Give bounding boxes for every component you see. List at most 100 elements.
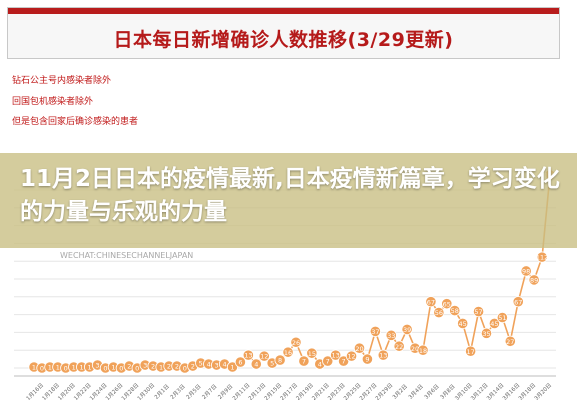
watermark: WECHAT:CHINESECHANNELJAPAN — [60, 251, 194, 260]
data-label: 1 — [87, 364, 91, 372]
data-label: 65 — [443, 300, 451, 308]
data-point-marker — [290, 336, 302, 348]
data-point: 65 — [441, 298, 453, 310]
data-point: 13 — [242, 349, 254, 361]
data-label: 33 — [387, 332, 395, 340]
data-point: 9 — [361, 353, 374, 365]
data-label: 6 — [238, 359, 242, 367]
data-label: 4 — [222, 361, 226, 369]
data-point-marker — [369, 325, 381, 337]
data-label: 0 — [64, 365, 68, 373]
x-tick-label: 1月30日 — [136, 382, 156, 400]
data-label: 5 — [199, 360, 203, 368]
data-label: 13 — [332, 352, 340, 360]
data-point: 17 — [465, 345, 477, 357]
data-point-marker — [417, 344, 429, 356]
data-point: 20 — [353, 342, 366, 354]
data-label: 0 — [119, 365, 123, 373]
data-label: 112 — [536, 254, 548, 262]
data-label: 1 — [72, 364, 76, 372]
data-point-marker — [322, 355, 334, 367]
data-point: 1 — [68, 361, 80, 373]
data-point: 27 — [504, 335, 516, 347]
data-label: 1 — [159, 364, 163, 372]
data-point-marker — [258, 350, 270, 362]
data-point-marker — [433, 306, 445, 319]
data-label: 12 — [260, 353, 268, 361]
data-point-marker — [226, 361, 239, 373]
data-label: 58 — [451, 307, 459, 315]
data-label: 0 — [103, 365, 107, 373]
data-label: 45 — [490, 320, 498, 328]
data-label: 1 — [56, 364, 60, 372]
data-label: 27 — [506, 338, 514, 346]
data-point: 13 — [377, 349, 389, 361]
data-label: 2 — [167, 363, 171, 371]
data-point-marker — [361, 353, 374, 365]
x-tick-labels: 1月16日1月18日1月20日1月22日1月24日1月26日1月28日1月30日… — [25, 382, 553, 400]
chart-title-box: 日本每日新增确诊人数推移(3/29更新) — [7, 7, 560, 59]
data-label: 39 — [403, 326, 411, 334]
data-point: 15 — [306, 347, 318, 359]
data-label: 20 — [411, 345, 419, 353]
x-tick-label: 2月29日 — [374, 382, 394, 400]
data-label: 12 — [347, 353, 355, 361]
data-point-marker — [282, 346, 294, 358]
data-point-marker — [401, 323, 413, 335]
data-point: 6 — [234, 356, 246, 368]
chart-title: 日本每日新增确诊人数推移(3/29更新) — [113, 29, 454, 51]
data-point: 56 — [433, 306, 445, 319]
data-point: 7 — [337, 355, 350, 367]
x-tick-label: 2月3日 — [169, 383, 187, 400]
data-label: 5 — [270, 360, 274, 368]
data-label: 0 — [40, 365, 44, 373]
data-point: 39 — [401, 323, 413, 335]
data-label: 67 — [427, 298, 435, 306]
data-label: 13 — [379, 352, 387, 360]
data-point: 18 — [417, 344, 429, 356]
data-point-marker — [504, 335, 516, 347]
data-label: 18 — [419, 347, 427, 355]
data-point-marker — [425, 296, 437, 308]
data-point: 33 — [385, 329, 397, 341]
data-point: 1 — [76, 361, 88, 373]
data-point: 12 — [258, 350, 270, 362]
data-point: 2 — [163, 360, 175, 372]
data-label: 2 — [175, 363, 179, 371]
data-point: 51 — [496, 311, 508, 324]
data-label: 15 — [308, 350, 316, 358]
data-label: 67 — [514, 298, 522, 306]
data-label: 26 — [292, 339, 300, 347]
data-point-marker — [496, 311, 508, 324]
data-point: 4 — [250, 358, 262, 370]
data-label: 89 — [530, 276, 538, 284]
data-label: 1 — [111, 364, 115, 372]
data-label: 57 — [474, 308, 482, 316]
x-tick-label: 3月4日 — [407, 383, 425, 400]
data-label: 4 — [318, 361, 322, 369]
data-label: 7 — [342, 358, 346, 366]
data-point-marker — [330, 349, 342, 361]
data-label: 2 — [151, 363, 155, 371]
data-point-marker — [457, 317, 469, 330]
data-point-marker — [449, 304, 461, 317]
footnote-3: 但是包含回家后确诊感染的患者 — [12, 117, 139, 127]
data-point: 7 — [298, 355, 310, 367]
data-point: 58 — [449, 304, 461, 317]
data-label: 3 — [95, 362, 99, 370]
data-label: 1 — [48, 364, 52, 372]
footnote-1: 钻石公主号内感染者除外 — [12, 76, 112, 86]
data-label: 56 — [435, 309, 443, 317]
data-point-marker — [441, 298, 453, 310]
data-point-marker — [472, 305, 485, 318]
data-point: 112 — [536, 251, 548, 263]
data-point: 67 — [512, 296, 524, 308]
data-label: 22 — [395, 343, 403, 351]
x-tick-label: 2月5日 — [185, 383, 203, 400]
data-point: 26 — [290, 336, 302, 348]
data-label: 51 — [498, 314, 506, 322]
data-point-marker — [274, 354, 286, 366]
data-point-marker — [536, 251, 548, 263]
